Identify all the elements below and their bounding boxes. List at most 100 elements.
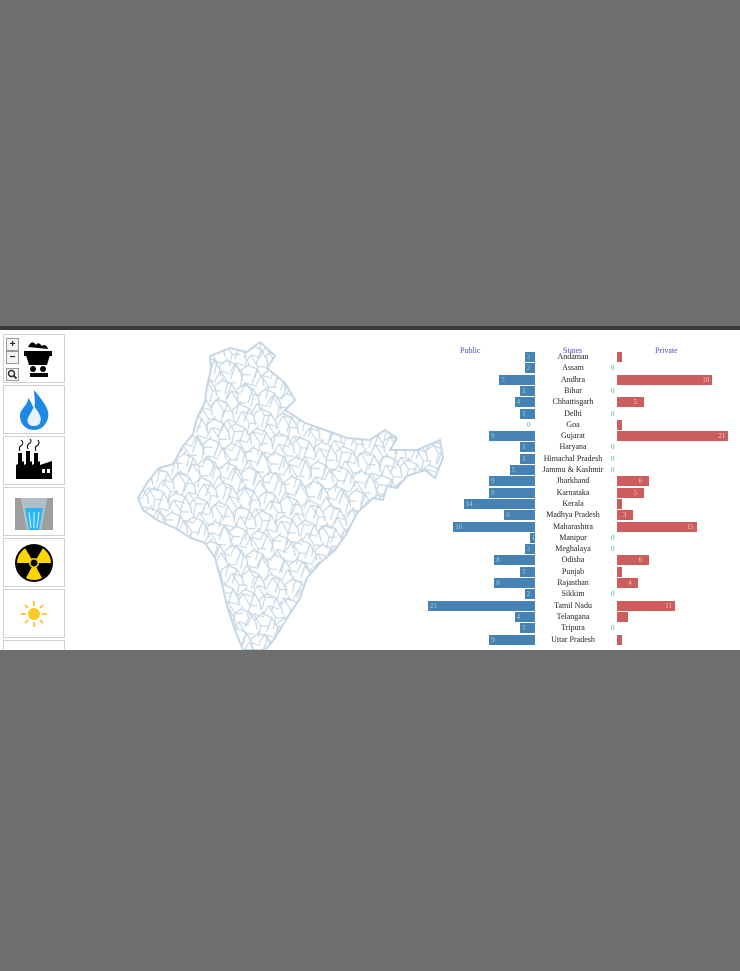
public-value: 7 — [501, 375, 505, 384]
private-value: 0 — [611, 409, 615, 418]
public-bar[interactable] — [494, 578, 535, 588]
private-bar[interactable] — [617, 566, 623, 577]
public-value: 9 — [491, 635, 495, 644]
private-bar[interactable] — [617, 352, 623, 362]
private-value: 0 — [611, 533, 615, 542]
private-value: 0 — [611, 454, 615, 463]
state-label: Jammu & Kashmir — [542, 465, 604, 474]
private-value: 3 — [622, 511, 627, 520]
private-bar[interactable] — [617, 578, 639, 588]
public-bar[interactable] — [504, 510, 535, 521]
private-bar[interactable] — [617, 498, 623, 509]
hydro-tile[interactable] — [3, 487, 65, 536]
state-label: Delhi — [564, 408, 582, 418]
private-bar[interactable] — [617, 600, 676, 611]
state-label: Gujarat — [561, 431, 585, 441]
state-label: Sikkim — [561, 589, 585, 599]
gas-flame-icon — [20, 389, 49, 430]
state-label: Punjab — [561, 566, 585, 576]
public-bar[interactable] — [524, 352, 535, 362]
public-value: 5 — [511, 466, 516, 474]
public-value: 9 — [491, 488, 495, 497]
public-bar[interactable] — [514, 397, 535, 408]
private-value: 6 — [638, 477, 643, 486]
private-bar[interactable] — [617, 419, 623, 430]
public-bar[interactable] — [519, 453, 535, 464]
private-bar[interactable] — [617, 431, 729, 442]
public-bar[interactable] — [524, 589, 535, 600]
solar-tile[interactable] — [3, 589, 65, 638]
public-bar[interactable] — [453, 521, 535, 532]
public-bar[interactable] — [489, 476, 535, 487]
private-value: 0 — [611, 364, 615, 373]
public-bar[interactable] — [494, 555, 535, 566]
private-bar[interactable] — [617, 487, 644, 498]
more-tile[interactable] — [3, 640, 65, 650]
zoom-out-button[interactable]: − — [6, 351, 19, 364]
state-label: Tripura — [561, 623, 585, 633]
public-bar[interactable] — [519, 566, 535, 577]
state-label: Maharashtra — [553, 521, 593, 531]
search-icon[interactable] — [6, 368, 19, 381]
public-bar[interactable] — [519, 623, 535, 634]
public-bar[interactable] — [427, 600, 535, 611]
private-value: 5 — [633, 398, 638, 407]
public-bar[interactable] — [524, 363, 535, 374]
public-value: 0 — [527, 420, 531, 429]
public-bar[interactable] — [529, 532, 535, 543]
private-bar[interactable] — [617, 510, 633, 521]
private-bar[interactable] — [617, 555, 649, 566]
public-value: 3 — [521, 386, 526, 395]
zoom-in-button[interactable]: + — [6, 338, 19, 351]
private-bar[interactable] — [617, 634, 623, 645]
public-bar[interactable] — [519, 385, 535, 396]
public-bar[interactable] — [509, 465, 535, 475]
thermal-tile[interactable] — [3, 436, 65, 485]
public-value: 2 — [526, 353, 531, 361]
state-label: Tamil Nadu — [554, 600, 592, 610]
private-value: 0 — [611, 590, 615, 599]
public-header: Public — [460, 346, 481, 355]
gas-tile[interactable] — [3, 385, 65, 434]
india-district-map[interactable] — [135, 338, 445, 650]
private-bar[interactable] — [617, 397, 644, 408]
public-value: 3 — [521, 624, 526, 633]
nuclear-icon — [15, 543, 53, 582]
public-bar[interactable] — [519, 442, 535, 453]
private-bar[interactable] — [617, 476, 649, 487]
state-label: Manipur — [559, 532, 587, 542]
private-value: 0 — [611, 545, 615, 554]
public-value: 2 — [526, 545, 531, 554]
private-value: 0 — [611, 624, 615, 633]
private-bar[interactable] — [617, 611, 628, 622]
state-label: Madhya Pradesh — [546, 510, 600, 520]
state-label: Haryana — [559, 442, 587, 452]
public-value: 3 — [521, 409, 526, 418]
state-label: Uttar Pradesh — [551, 634, 595, 644]
private-value: 0 — [611, 443, 615, 452]
hydro-dam-icon — [15, 497, 53, 530]
public-value: 9 — [491, 477, 495, 486]
public-bar[interactable] — [524, 544, 535, 555]
private-value: 6 — [638, 556, 643, 565]
public-bar[interactable] — [463, 498, 535, 509]
private-value: 18 — [702, 375, 710, 384]
public-bar[interactable] — [499, 374, 535, 385]
public-bar[interactable] — [489, 431, 535, 442]
nuclear-tile[interactable] — [3, 538, 65, 587]
private-bar[interactable] — [617, 521, 697, 532]
state-label: Kerala — [562, 498, 584, 508]
public-value: 4 — [516, 398, 521, 407]
public-bar[interactable] — [519, 408, 535, 419]
private-bar[interactable] — [617, 374, 713, 385]
public-bar[interactable] — [489, 634, 535, 645]
public-bar[interactable] — [514, 611, 535, 622]
private-value: 0 — [611, 466, 615, 474]
state-label: Rajasthan — [557, 578, 589, 587]
public-value: 6 — [506, 511, 510, 520]
private-value: 5 — [633, 488, 638, 497]
public-bar[interactable] — [489, 487, 535, 498]
zoom-control: + − — [6, 338, 20, 381]
public-value: 14 — [465, 499, 473, 508]
private-value: 0 — [611, 386, 615, 395]
